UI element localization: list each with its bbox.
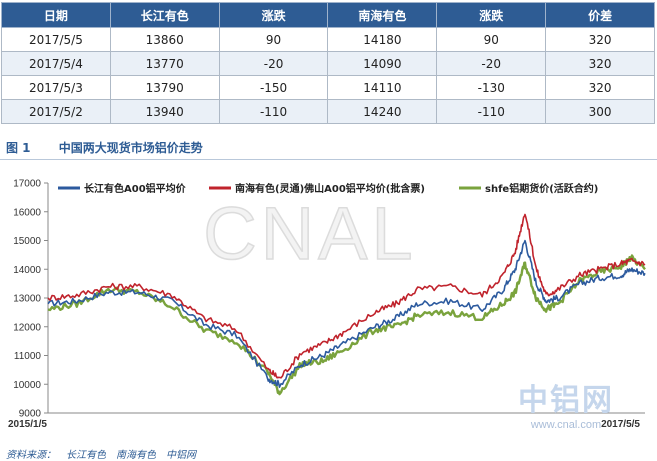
price-table: 日期 长江有色 涨跌 南海有色 涨跌 价差 2017/5/5 13860 90 …	[1, 2, 655, 124]
logo-text: 中铝网	[518, 383, 614, 418]
legend-label: 南海有色(灵通)佛山A00铝平均价(批含票)	[235, 182, 425, 195]
figure-label: 图 1	[6, 141, 31, 155]
col-header-date: 日期	[1, 2, 111, 28]
cell-date: 2017/5/3	[1, 75, 111, 100]
y-tick-label: 13000	[13, 294, 41, 305]
cnal-watermark: CNAL	[203, 192, 416, 275]
y-tick-label: 16000	[13, 207, 41, 218]
source-note: 资料来源： 长江有色 南海有色 中铝网	[6, 446, 206, 461]
source-item: 中铝网	[166, 450, 196, 461]
cell-date: 2017/5/2	[1, 99, 111, 124]
col-header-spread: 价差	[545, 2, 655, 28]
cell-changjiang: 13790	[109, 75, 220, 100]
legend-label: shfe铝期货价(活跃合约)	[485, 182, 598, 195]
series-line	[47, 213, 646, 379]
cell-change: -110	[436, 99, 547, 124]
y-tick-label: 11000	[14, 351, 42, 362]
y-tick-label: 14000	[13, 265, 41, 276]
cell-nanhai: 14110	[327, 75, 438, 100]
caption-divider	[0, 159, 657, 160]
logo-url: www.cnal.com	[530, 419, 601, 431]
x-end-label: 2017/5/5	[601, 419, 640, 430]
table-row: 2017/5/2 13940 -110 14240 -110 300	[1, 99, 655, 124]
series-line	[47, 239, 646, 388]
table-header-row: 日期 长江有色 涨跌 南海有色 涨跌 价差	[1, 2, 655, 28]
table-row: 2017/5/4 13770 -20 14090 -20 320	[1, 51, 655, 76]
cell-change: 90	[218, 27, 329, 52]
cell-change: -150	[218, 75, 329, 100]
cell-nanhai: 14240	[327, 99, 438, 124]
table-row: 2017/5/5 13860 90 14180 90 320	[1, 27, 655, 52]
cell-change: -20	[218, 51, 329, 76]
figure-title: 中国两大现货市场铝价走势	[58, 141, 203, 155]
x-axis: 2015/1/5 2017/5/5	[8, 412, 645, 430]
cell-spread: 320	[545, 51, 655, 76]
x-start-label: 2015/1/5	[8, 419, 47, 430]
y-tick-label: 17000	[13, 179, 41, 190]
cell-nanhai: 14180	[327, 27, 438, 52]
col-header-change: 涨跌	[218, 2, 329, 28]
cell-changjiang: 13860	[109, 27, 220, 52]
legend: 长江有色A00铝平均价 南海有色(灵通)佛山A00铝平均价(批含票) shfe铝期货…	[58, 182, 598, 195]
cell-nanhai: 14090	[327, 51, 438, 76]
cell-changjiang: 13770	[109, 51, 220, 76]
series-line	[47, 254, 646, 396]
cell-change: -110	[218, 99, 329, 124]
col-header-nanhai: 南海有色	[327, 2, 438, 28]
cell-change: -20	[436, 51, 547, 76]
y-tick-label: 10000	[13, 380, 41, 391]
cell-date: 2017/5/5	[1, 27, 111, 52]
source-item: 长江有色	[66, 450, 106, 461]
cell-spread: 300	[545, 99, 655, 124]
cnal-logo: 中铝网 www.cnal.com	[518, 383, 614, 431]
y-tick-label: 9000	[19, 409, 42, 420]
cell-spread: 320	[545, 75, 655, 100]
cell-date: 2017/5/4	[1, 51, 111, 76]
figure-caption: 图 1 中国两大现货市场铝价走势	[6, 139, 203, 156]
y-axis: 9000 10000 11000 12000 13000 14000 15000 16000 1…	[13, 179, 49, 420]
aluminum-price-chart: CNAL 9000 10000 11000 12000 13000 14000 15000 1…	[8, 179, 646, 431]
cell-change: -130	[436, 75, 547, 100]
cell-change: 90	[436, 27, 547, 52]
series-lines	[47, 213, 646, 396]
legend-label: 长江有色A00铝平均价	[84, 182, 187, 195]
col-header-changjiang: 长江有色	[109, 2, 220, 28]
y-tick-label: 12000	[13, 322, 41, 333]
col-header-change: 涨跌	[436, 2, 547, 28]
cell-spread: 320	[545, 27, 655, 52]
source-item: 南海有色	[116, 450, 156, 461]
cell-changjiang: 13940	[109, 99, 220, 124]
y-tick-label: 15000	[13, 236, 41, 247]
source-label: 资料来源：	[6, 450, 56, 461]
table-row: 2017/5/3 13790 -150 14110 -130 320	[1, 75, 655, 100]
